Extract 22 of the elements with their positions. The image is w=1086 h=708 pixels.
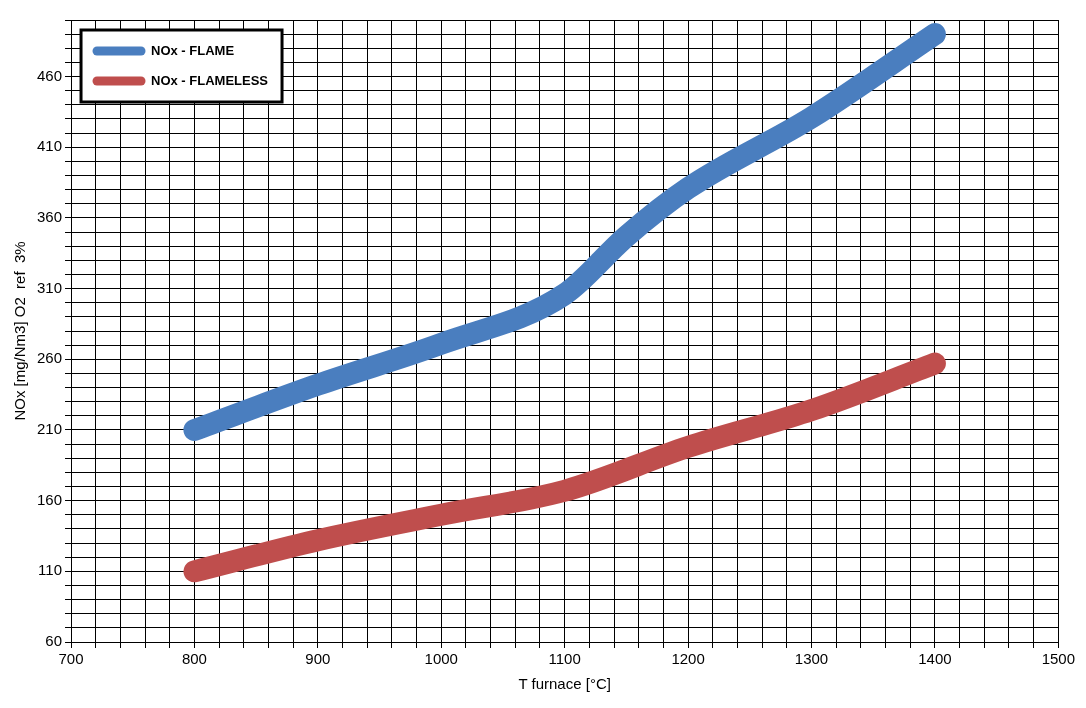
x-tick-label: 900 <box>305 650 331 668</box>
x-tick-label: 1500 <box>1041 650 1075 668</box>
legend-label: NOx - FLAME <box>151 42 235 58</box>
x-axis-title: T furnace [°C] <box>518 675 611 693</box>
y-axis-title: NOx [mg/Nm3] O2 ref 3% <box>11 241 29 421</box>
x-tick-label: 1200 <box>671 650 705 668</box>
y-tick-label: 310 <box>37 278 63 296</box>
y-tick-label: 460 <box>37 66 63 84</box>
y-tick-label: 210 <box>37 420 63 438</box>
x-tick-label: 1300 <box>794 650 829 668</box>
y-tick-label: 110 <box>38 561 63 579</box>
x-tick-label: 800 <box>181 650 207 668</box>
legend-label: NOx - FLAMELESS <box>151 72 269 88</box>
y-tick-label: 410 <box>37 137 63 155</box>
x-tick-label: 700 <box>58 650 84 668</box>
x-tick-label: 1000 <box>424 650 458 668</box>
x-tick-label: 1100 <box>548 650 581 668</box>
x-tick-label: 1400 <box>918 650 952 668</box>
y-tick-label: 160 <box>37 490 63 508</box>
y-tick-label: 260 <box>37 349 63 367</box>
y-tick-label: 60 <box>45 632 63 650</box>
y-tick-label: 360 <box>37 208 63 226</box>
